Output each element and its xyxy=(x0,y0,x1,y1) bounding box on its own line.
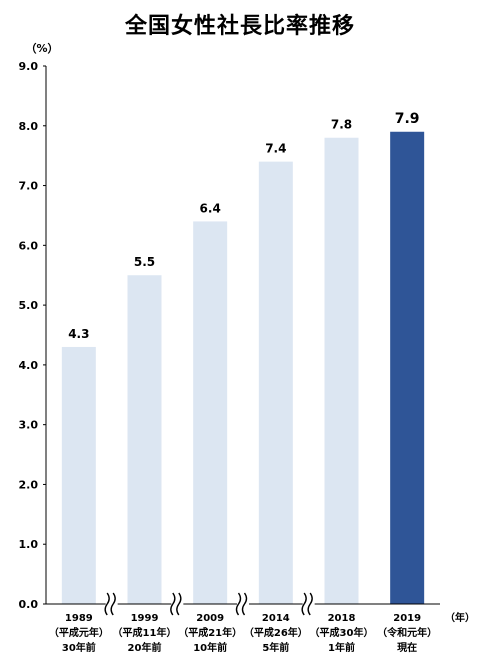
y-tick-label: 7.0 xyxy=(19,180,39,193)
x-category-label: 2019 xyxy=(393,613,421,624)
bar-2009 xyxy=(193,221,228,604)
data-label: 6.4 xyxy=(200,201,221,215)
x-axis: 1989 （平成元年） 30年前 1999 （平成11年） 20年前 2009 （平成21年）… xyxy=(46,592,475,654)
y-tick-label: 1.0 xyxy=(19,538,39,551)
x-category-label: 現在 xyxy=(397,641,417,654)
x-category-label: （令和元年） xyxy=(377,626,437,639)
data-label: 7.8 xyxy=(331,118,352,132)
y-axis-unit-label: （%） xyxy=(25,42,58,55)
bar-1989 xyxy=(61,346,96,604)
y-tick-label: 3.0 xyxy=(19,419,39,432)
bar-2014 xyxy=(258,161,293,604)
data-label: 7.4 xyxy=(265,142,286,156)
x-category-label: 30年前 xyxy=(62,641,96,654)
y-tick-label: 0.0 xyxy=(19,598,39,611)
y-tick-label: 8.0 xyxy=(19,120,39,133)
x-category-label: （平成21年） xyxy=(178,626,242,639)
axis-break-mark xyxy=(307,592,313,616)
y-tick-label: 2.0 xyxy=(19,478,39,491)
data-label: 7.9 xyxy=(395,111,420,127)
x-category-label: 1989 xyxy=(65,613,93,624)
x-category-label: 1999 xyxy=(131,613,159,624)
data-label: 5.5 xyxy=(134,255,155,269)
x-category-label: （平成30年） xyxy=(310,626,374,639)
x-category-label: 10年前 xyxy=(193,641,227,654)
x-category-label: （平成元年） xyxy=(49,626,109,639)
axis-break-mark xyxy=(235,592,242,616)
data-label: 4.3 xyxy=(68,327,89,341)
x-category-label: 5年前 xyxy=(262,641,289,654)
x-category-label: 1年前 xyxy=(328,641,355,654)
bar-2018 xyxy=(324,137,359,604)
x-category-label: 2014 xyxy=(262,613,290,624)
x-category-label: 2009 xyxy=(196,613,224,624)
x-axis-unit-label: （年） xyxy=(445,611,475,624)
y-tick-label: 5.0 xyxy=(19,299,39,312)
bars: 4.3 5.5 6.4 7.4 7.8 7.9 xyxy=(61,111,425,604)
y-tick-label: 9.0 xyxy=(19,60,39,73)
x-category-label: （平成26年） xyxy=(244,626,308,639)
axis-break-mark xyxy=(170,592,176,616)
y-tick-label: 4.0 xyxy=(19,359,39,372)
y-tick-label: 6.0 xyxy=(19,239,39,252)
axis-break-mark xyxy=(110,592,116,616)
axis-break-mark xyxy=(301,592,307,616)
y-axis: 0.0 1.0 2.0 3.0 4.0 5.0 6.0 7.0 8.0 9.0 （%） xyxy=(19,42,59,611)
x-category-label: 2018 xyxy=(328,613,356,624)
bar-2019 xyxy=(390,131,425,604)
x-category-label: 20年前 xyxy=(128,641,162,654)
x-category-label: （平成11年） xyxy=(113,626,177,639)
axis-break-mark xyxy=(241,592,248,616)
axis-break-mark xyxy=(104,592,110,616)
chart-title: 全国女性社長比率推移 xyxy=(124,14,355,39)
axis-break-mark xyxy=(176,592,182,616)
bar-1999 xyxy=(127,275,162,604)
